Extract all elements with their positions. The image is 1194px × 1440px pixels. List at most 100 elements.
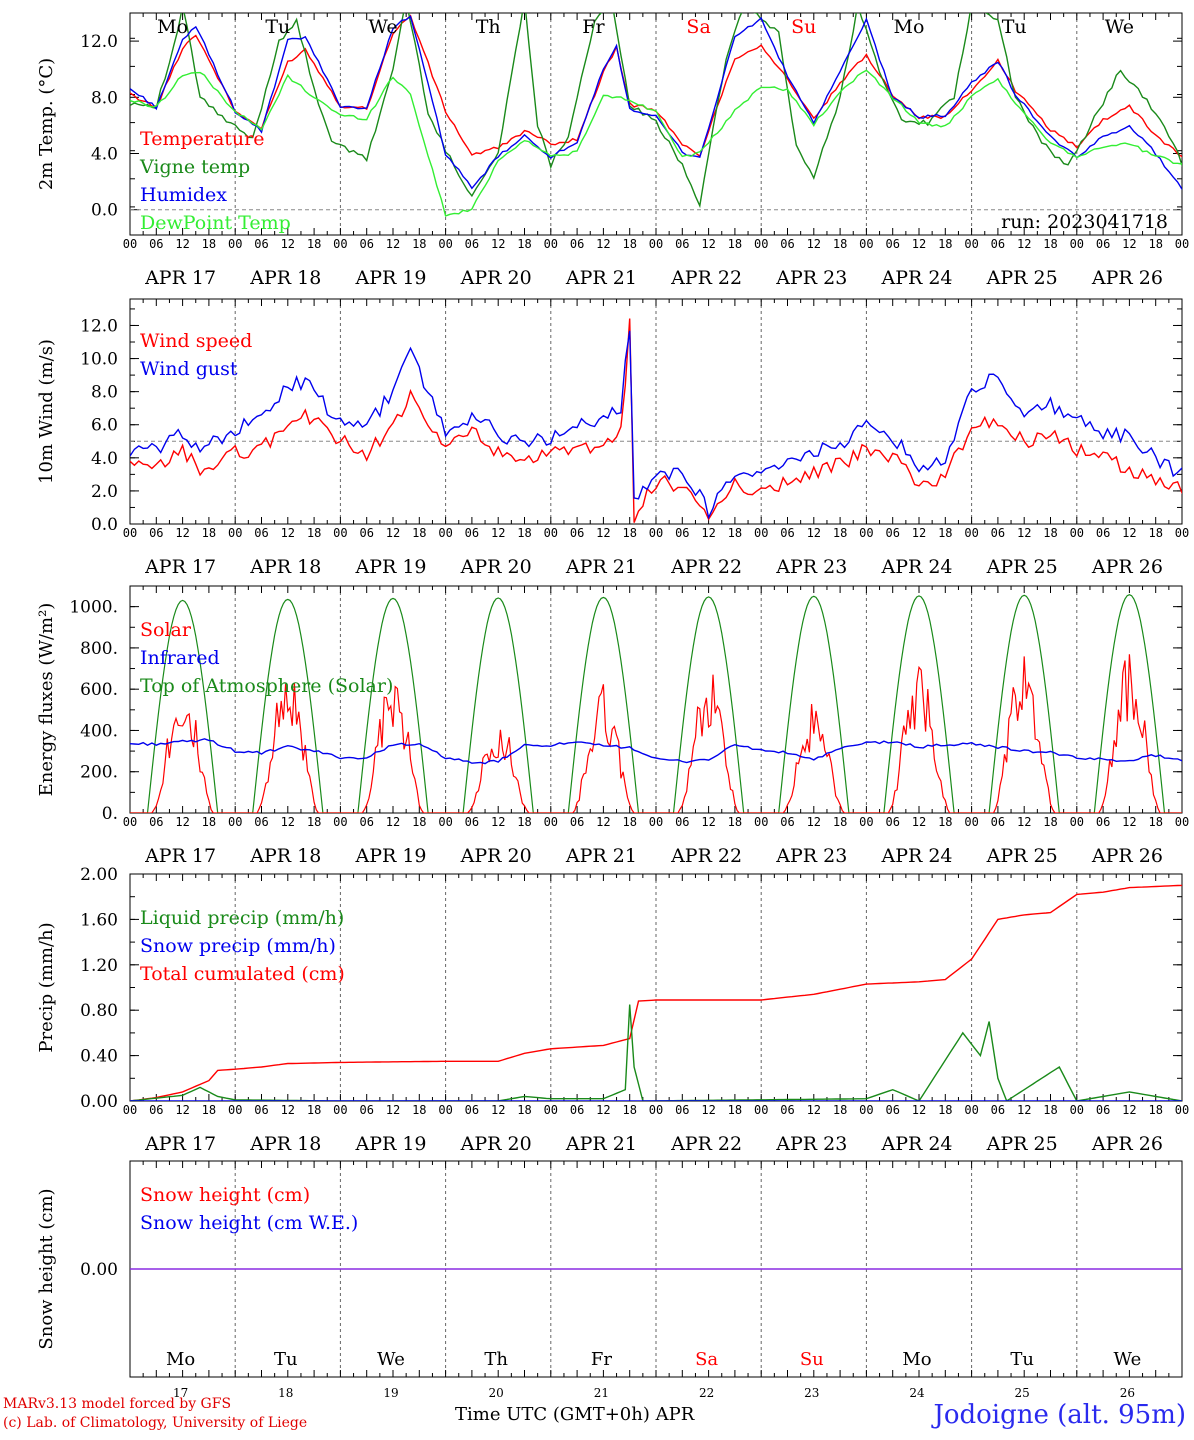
hour-tick-label: 18: [202, 526, 216, 540]
date-label: APR 19: [354, 556, 426, 578]
hour-tick-label: 18: [307, 1103, 321, 1117]
hour-tick-label: 00: [964, 237, 978, 251]
date-label: APR 25: [986, 1133, 1058, 1155]
day-number-label: 17: [173, 1386, 188, 1400]
day-number-label: 21: [594, 1386, 609, 1400]
weekday-label: Mo: [894, 16, 925, 38]
date-label: APR 26: [1091, 845, 1163, 867]
hour-tick-label: 12: [281, 815, 295, 829]
hour-tick-label: 12: [386, 815, 400, 829]
date-label: APR 20: [460, 845, 532, 867]
weekday-label: Tu: [274, 1349, 298, 1370]
hour-tick-label: 06: [675, 1103, 689, 1117]
day-number-label: 22: [699, 1386, 714, 1400]
hour-tick-label: 12: [701, 1103, 715, 1117]
series-group: [130, 884, 1182, 1101]
hour-tick-label: 00: [859, 526, 873, 540]
hour-tick-label: 12: [596, 815, 610, 829]
date-label: APR 18: [249, 845, 321, 867]
y-tick-label: 2.00: [80, 865, 118, 885]
hour-tick-label: 00: [228, 815, 242, 829]
date-label: APR 19: [354, 267, 426, 289]
hour-tick-label: 06: [465, 526, 479, 540]
y-tick-label: 0.0: [91, 515, 118, 535]
day-number-label: 26: [1120, 1386, 1135, 1400]
hour-tick-label: 06: [885, 815, 899, 829]
weekday-label: We: [368, 16, 397, 38]
hour-tick-label: 18: [622, 237, 636, 251]
legend-item: Temperature: [140, 128, 264, 150]
hour-tick-label: 18: [1148, 526, 1162, 540]
hour-tick-label: 12: [1122, 237, 1136, 251]
hour-tick-label: 18: [412, 526, 426, 540]
hour-tick-label: 18: [622, 815, 636, 829]
hour-tick-label: 00: [649, 526, 663, 540]
hour-tick-label: 18: [622, 526, 636, 540]
day-number-label: 23: [804, 1386, 819, 1400]
series-vigne-temp: [130, 13, 1182, 209]
hour-tick-label: 00: [754, 1103, 768, 1117]
hour-tick-label: 00: [649, 815, 663, 829]
hour-tick-label: 18: [833, 815, 847, 829]
y-axis-label: Snow height (cm): [36, 1188, 57, 1349]
hour-tick-label: 00: [1070, 815, 1084, 829]
series-group: [130, 594, 1182, 813]
y-tick-label: 200.: [80, 763, 118, 783]
hour-tick-label: 12: [281, 526, 295, 540]
day-number-label: 19: [383, 1386, 398, 1400]
weekday-label: Su: [791, 16, 816, 38]
hour-tick-label: 06: [465, 1103, 479, 1117]
y-tick-label: 800.: [80, 639, 118, 659]
date-label: APR 26: [1091, 556, 1163, 578]
hour-tick-label: 00: [964, 1103, 978, 1117]
weekday-label: Sa: [686, 16, 710, 38]
series-top-of-atmosphere-solar: [130, 594, 1182, 813]
hour-tick-label: 12: [175, 1103, 189, 1117]
day-number-label: 20: [489, 1386, 504, 1400]
hour-tick-label: 12: [912, 237, 926, 251]
legend-item: Snow height (cm W.E.): [140, 1212, 358, 1234]
hour-tick-label: 18: [1148, 815, 1162, 829]
model-credit: MARv3.13 model forced by GFS: [3, 1396, 232, 1412]
hour-tick-label: 06: [991, 237, 1005, 251]
hour-tick-label: 00: [754, 815, 768, 829]
hour-tick-label: 06: [570, 815, 584, 829]
weekday-label: Su: [800, 1349, 824, 1370]
hour-tick-label: 18: [728, 1103, 742, 1117]
hour-tick-label: 18: [728, 815, 742, 829]
date-label: APR 21: [565, 556, 637, 578]
date-label: APR 22: [670, 845, 742, 867]
hour-tick-label: 12: [491, 1103, 505, 1117]
hour-tick-label: 18: [1148, 237, 1162, 251]
y-tick-label: 4.0: [91, 145, 118, 165]
panel-2: 0.0 2.0 4.0 6.0 8.0 10.0 12.0 10m Wind (m/s) 00 0…: [36, 298, 1189, 578]
hour-tick-label: 06: [1096, 526, 1110, 540]
hour-tick-label: 06: [675, 237, 689, 251]
hour-tick-label: 00: [649, 237, 663, 251]
date-label: APR 23: [775, 1133, 847, 1155]
hour-tick-label: 18: [1043, 237, 1057, 251]
date-label: APR 17: [144, 1133, 216, 1155]
y-tick-label: 8.0: [91, 383, 118, 403]
hour-tick-label: 06: [359, 526, 373, 540]
hour-tick-label: 12: [701, 237, 715, 251]
weekday-label: We: [1114, 1349, 1142, 1370]
day-number-label: 24: [909, 1386, 925, 1400]
hour-tick-label: 18: [202, 237, 216, 251]
hour-tick-label: 18: [1148, 1103, 1162, 1117]
hour-tick-label: 00: [859, 815, 873, 829]
date-label: APR 25: [986, 845, 1058, 867]
legend-item: Infrared: [140, 647, 220, 669]
hour-tick-label: 12: [386, 1103, 400, 1117]
weekday-label: We: [1105, 16, 1134, 38]
series-wind-gust: [130, 330, 1182, 520]
hour-tick-label: 00: [438, 1103, 452, 1117]
legend-item: Snow height (cm): [140, 1184, 310, 1206]
hour-tick-label: 06: [254, 526, 268, 540]
date-label: APR 24: [880, 267, 952, 289]
series-total-cumulated-cm-: [130, 884, 1182, 1101]
weekday-label: Mo: [157, 16, 188, 38]
date-label: APR 24: [880, 556, 952, 578]
day-number-label: 25: [1015, 1386, 1030, 1400]
station-name: Jodoigne (alt. 95m): [933, 1400, 1186, 1430]
